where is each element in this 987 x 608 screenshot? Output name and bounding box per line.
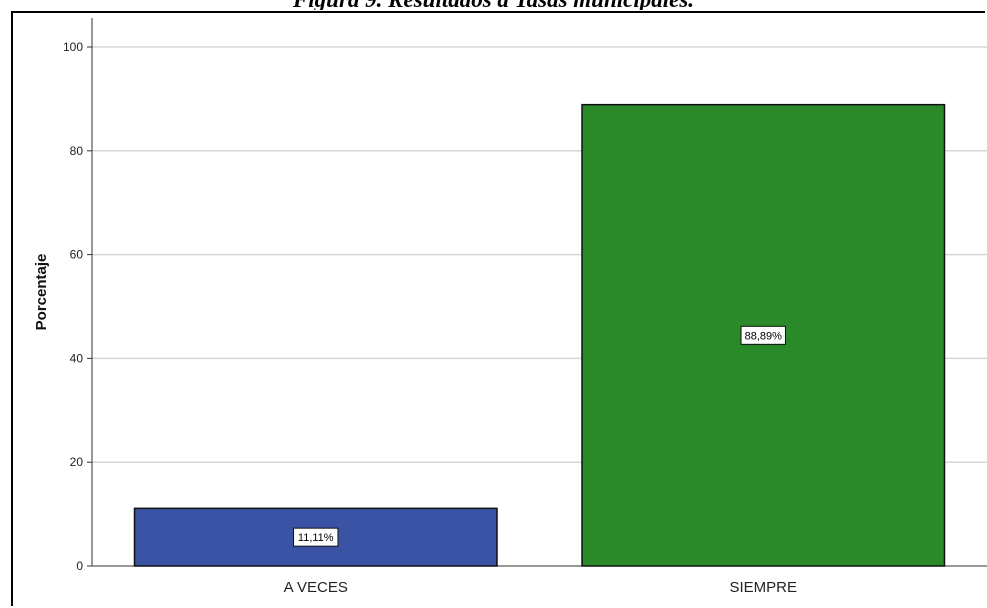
y-axis-label: Porcentaje — [33, 254, 50, 331]
y-ticks: 0 20 40 60 80 100 — [63, 40, 92, 573]
y-tick-label-20: 20 — [70, 455, 84, 469]
y-tick-label-80: 80 — [70, 144, 84, 158]
category-label-2: SIEMPRE — [729, 579, 797, 596]
bars: 11,11% 88,89% — [133, 103, 946, 567]
y-tick-label-60: 60 — [70, 248, 84, 262]
data-label-box-2 — [740, 325, 786, 345]
data-label-2: 88,89% — [745, 330, 783, 342]
y-tick-label-40: 40 — [70, 351, 84, 365]
figure-caption: Figura 9. Resultados a Tasas municipales… — [0, 0, 987, 10]
category-label-1: A VECES — [284, 579, 348, 596]
y-tick-label-100: 100 — [63, 40, 83, 54]
chart-frame — [11, 11, 985, 606]
y-tick-label-0: 0 — [76, 559, 83, 573]
category-labels: A VECES SIEMPRE — [284, 579, 797, 596]
data-label-box-1 — [293, 527, 339, 547]
data-label-1: 11,11% — [298, 532, 334, 544]
